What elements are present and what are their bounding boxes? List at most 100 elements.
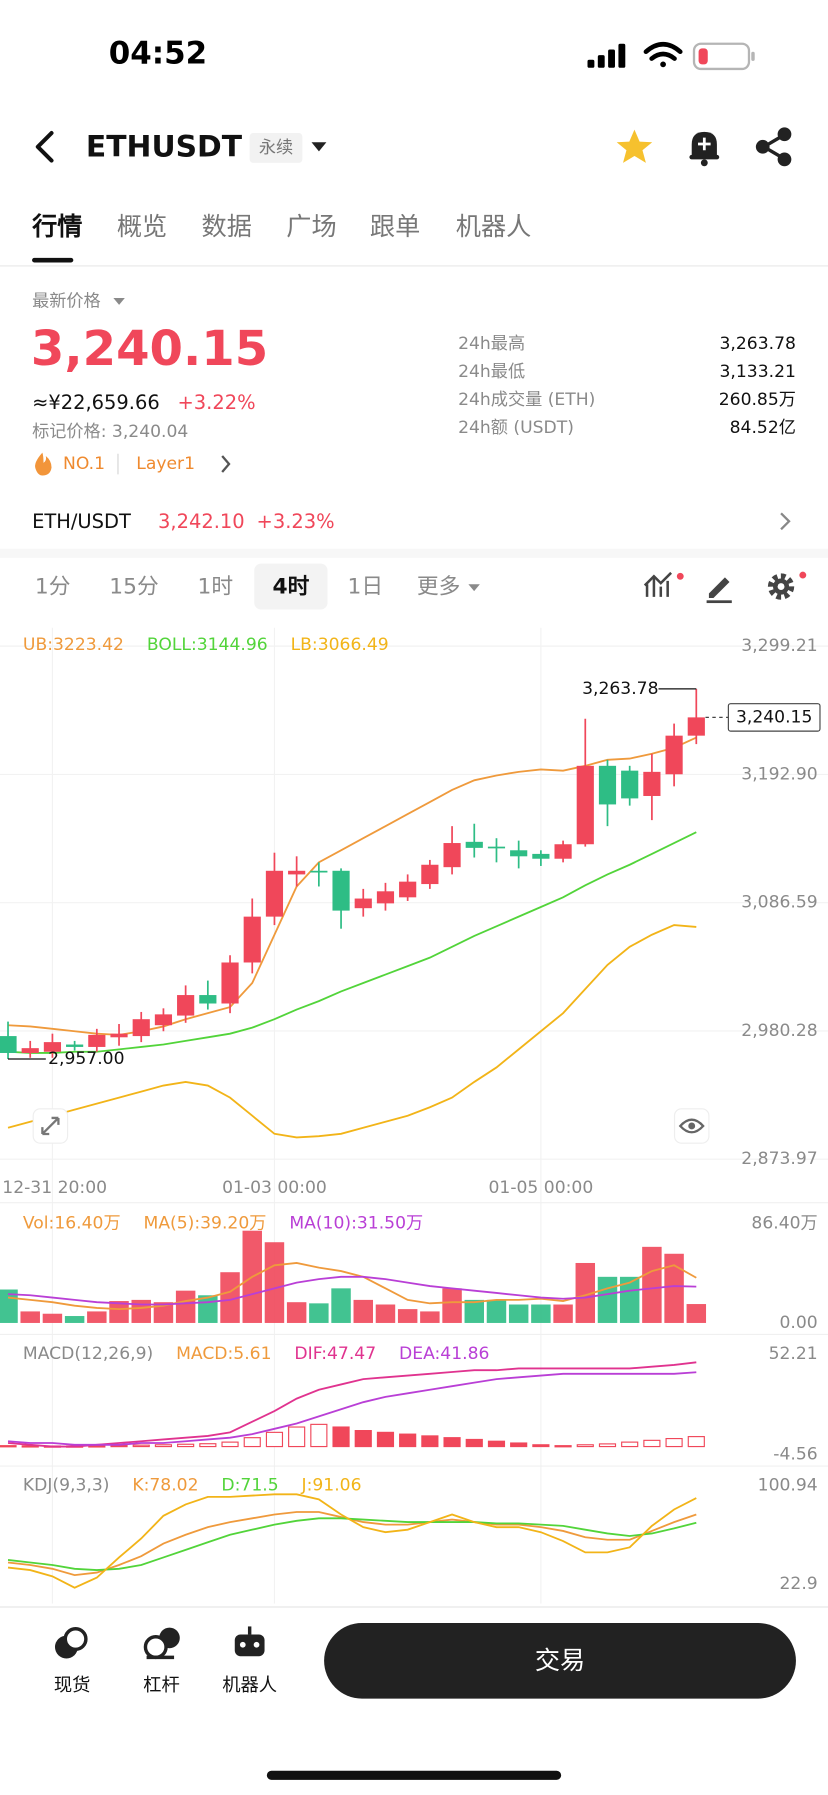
volume-bar	[420, 1311, 440, 1323]
mark-price: 标记价格: 3,240.04	[32, 422, 188, 442]
volume-bar	[175, 1290, 196, 1323]
interval[interactable]: 4时	[272, 575, 309, 600]
tab[interactable]: 广场	[286, 212, 336, 241]
macd-histogram-bar	[310, 1423, 328, 1448]
bottom-nav: 现货 杠杆 机器人	[54, 1675, 277, 1696]
nav-label[interactable]: 现货	[54, 1675, 91, 1696]
volume-bar	[309, 1303, 329, 1323]
stat-label: 24h成交量 (ETH)	[458, 390, 595, 410]
margin-icon[interactable]	[143, 1627, 180, 1660]
draw-button[interactable]	[706, 577, 732, 604]
x-tick-label: 01-05 00:00	[489, 1178, 594, 1198]
contract-tag: 永续	[259, 138, 293, 158]
tab[interactable]: 机器人	[456, 212, 532, 241]
share-button[interactable]	[755, 127, 792, 167]
macd-histogram-bar	[465, 1438, 483, 1448]
cny-price: ≈¥22,659.66	[32, 391, 160, 414]
bot-icon[interactable]	[234, 1626, 265, 1657]
interval-more-caret[interactable]	[468, 584, 480, 592]
spot-chevron[interactable]	[780, 512, 791, 531]
volume-bar	[397, 1309, 418, 1323]
macd-histogram-bar	[399, 1433, 417, 1448]
spot-icon[interactable]	[54, 1627, 88, 1659]
y-tick-label: 2,873.97	[741, 1149, 817, 1169]
volume-bar	[597, 1276, 618, 1323]
visibility-button[interactable]	[673, 1108, 710, 1144]
volume-bar	[664, 1253, 684, 1323]
volume-bar	[220, 1272, 240, 1323]
candle-body	[443, 843, 461, 868]
symbol[interactable]: ETHUSDT	[86, 129, 243, 164]
candle-body	[243, 916, 261, 963]
volume-bar	[264, 1242, 285, 1323]
tab[interactable]: 概览	[117, 212, 167, 241]
macd-histogram-bar	[354, 1430, 372, 1448]
legend-item: K:78.02	[132, 1476, 198, 1496]
macd-histogram-bar	[265, 1431, 284, 1448]
fullscreen-button[interactable]	[32, 1108, 69, 1144]
interval[interactable]: 1分	[35, 575, 71, 600]
tab[interactable]: 跟单	[370, 212, 420, 241]
stat-value: 84.52亿	[730, 418, 796, 438]
nav-label[interactable]: 杠杆	[143, 1675, 180, 1696]
candle-body	[199, 995, 217, 1004]
macd-histogram-bar	[487, 1440, 506, 1448]
interval[interactable]: 15分	[109, 575, 158, 600]
volume-bar	[464, 1299, 485, 1323]
indicator-button[interactable]	[643, 571, 684, 597]
candle-body	[665, 735, 683, 775]
candle-body	[66, 1044, 84, 1047]
volume-bar	[442, 1288, 462, 1323]
kline-chart[interactable]: 12-31 20:00 01-03 00:00 01-05 00:00 3,299.2…	[0, 627, 828, 1604]
rank[interactable]: NO.1	[63, 454, 105, 474]
stat-label: 24h最高	[458, 334, 525, 354]
back-button[interactable]	[35, 131, 54, 163]
interval[interactable]: 1日	[348, 575, 384, 600]
macd-histogram-bar	[532, 1444, 550, 1448]
interval[interactable]: 更多	[417, 575, 461, 600]
stat-label: 24h最低	[458, 362, 525, 382]
symbol-dropdown[interactable]	[311, 142, 327, 152]
macd-histogram-bar	[88, 1445, 106, 1448]
candle-body	[465, 841, 483, 848]
macd-histogram-bar	[288, 1426, 306, 1448]
spot-pair[interactable]: ETH/USDT	[32, 510, 131, 533]
volume-bar	[153, 1302, 174, 1323]
volume-bar	[109, 1301, 129, 1323]
candle-body	[621, 770, 639, 799]
sector[interactable]: Layer1	[136, 454, 195, 474]
legend-item: MACD(12,26,9)	[23, 1344, 153, 1364]
candle-body	[21, 1048, 39, 1053]
trade-button[interactable]	[324, 1623, 796, 1699]
favorite-star[interactable]	[616, 129, 653, 163]
alert-bell[interactable]	[689, 131, 720, 167]
stat-value: 3,133.21	[720, 362, 796, 382]
macd-histogram-bar	[21, 1445, 39, 1448]
y-tick-label: -4.56	[773, 1445, 817, 1465]
candle-body	[332, 870, 350, 911]
indicator-line	[7, 1493, 697, 1589]
sector-chevron[interactable]	[221, 455, 231, 473]
stats: 24h最高 3,263.78 24h最低 3,133.21 24h成交量 (ETH) 26…	[458, 334, 796, 438]
y-tick-label: 22.9	[779, 1574, 817, 1594]
legend-item: UB:3223.42	[23, 635, 124, 655]
wifi-icon	[643, 42, 683, 68]
macd-histogram-bar	[510, 1442, 528, 1448]
macd-histogram-bar	[376, 1431, 395, 1448]
legend-item: LB:3066.49	[291, 635, 389, 655]
trade-button-label[interactable]: 交易	[535, 1646, 585, 1675]
tab[interactable]: 行情	[31, 212, 82, 241]
nav-label[interactable]: 机器人	[222, 1675, 277, 1696]
boll-line	[7, 831, 697, 1054]
tab[interactable]: 数据	[202, 212, 252, 241]
indicator-line	[7, 1361, 697, 1448]
interval[interactable]: 1时	[198, 575, 234, 600]
legend-item: MA(10):31.50万	[289, 1213, 423, 1233]
settings-button[interactable]	[767, 571, 807, 600]
volume-bar	[375, 1304, 396, 1323]
y-tick-label: 86.40万	[751, 1213, 817, 1233]
volume-bar	[531, 1304, 551, 1323]
stat-value: 260.85万	[719, 390, 796, 410]
